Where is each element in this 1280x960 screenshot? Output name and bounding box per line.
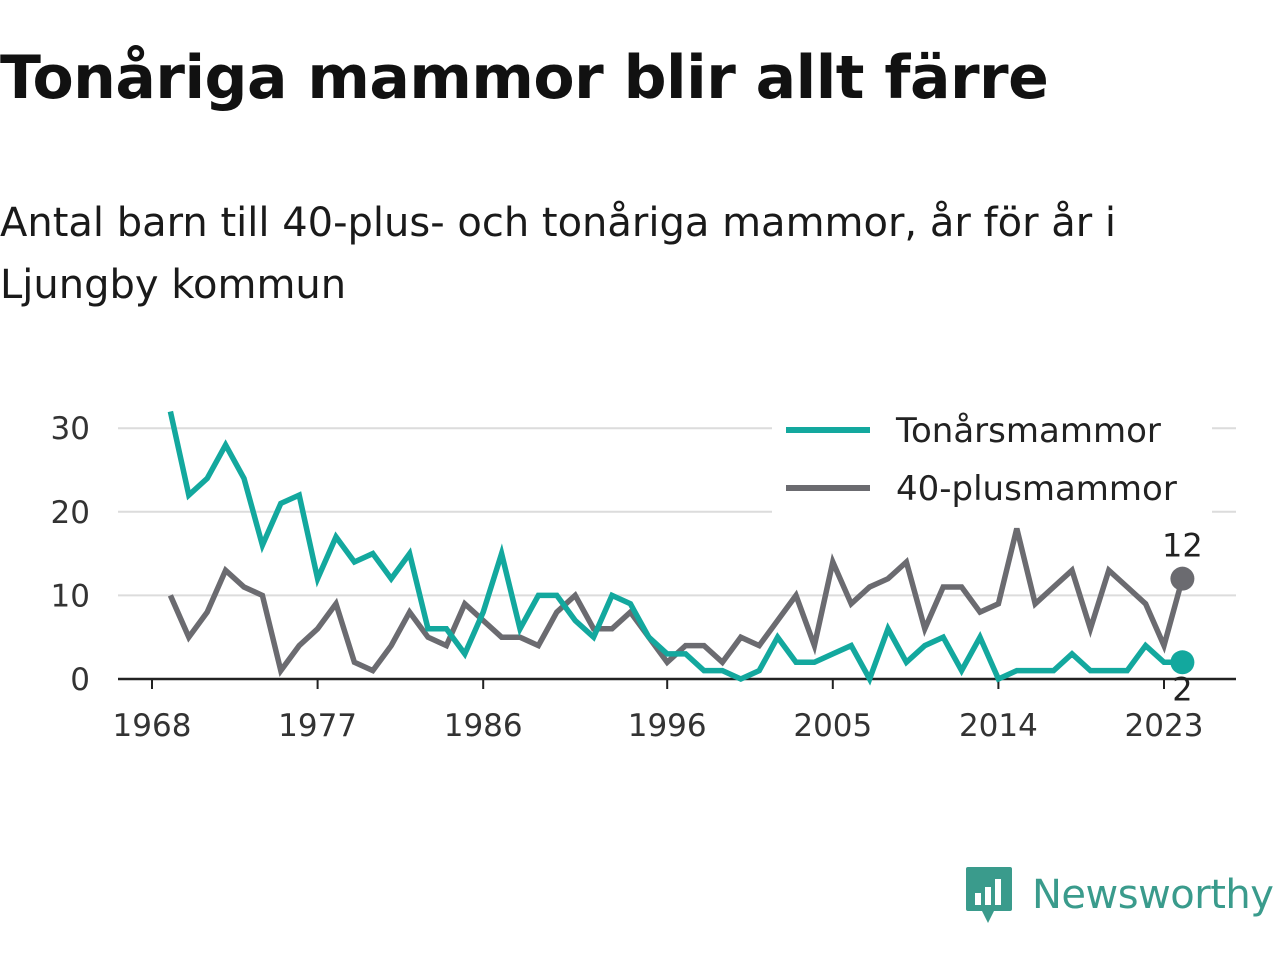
x-tick-label-1968: 1968 (113, 708, 192, 744)
series-line-tonarsmammor (167, 410, 1183, 686)
x-tick-label-2005: 2005 (793, 708, 872, 744)
y-axis-ticks: 0 10 20 30 (51, 411, 90, 698)
legend-label-tonarsmammor: Tonårsmammor (895, 411, 1161, 451)
legend: Tonårsmammor 40-plusmammor (772, 402, 1212, 514)
series-lines (167, 410, 1186, 686)
end-label-tonarsmammor: 2 (1172, 670, 1192, 708)
end-point-40-plusmammor (1170, 566, 1195, 591)
newsworthy-logo-icon (966, 867, 1012, 923)
x-axis: 1968 1977 1986 1996 2005 2014 2023 (113, 677, 1236, 744)
legend-label-40-plusmammor: 40-plusmammor (896, 469, 1177, 509)
x-tick-label-2023: 2023 (1125, 708, 1204, 744)
series-line-40-plusmammor (167, 527, 1186, 677)
x-tick-label-1977: 1977 (278, 708, 357, 744)
legend-background (772, 402, 1212, 514)
y-tick-label-20: 20 (51, 495, 90, 531)
x-tick-label-1996: 1996 (628, 708, 707, 744)
brand-name: Newsworthy (1032, 872, 1274, 918)
end-point-tonarsmammor (1170, 650, 1195, 675)
x-tick-label-1986: 1986 (444, 708, 523, 744)
x-tick-label-2014: 2014 (959, 708, 1038, 744)
line-chart: 0 10 20 30 1968 1977 1986 1996 2005 2014 2023 Ton… (50, 402, 1236, 744)
y-tick-label-10: 10 (51, 578, 90, 614)
end-labels: 2 12 (1162, 527, 1203, 709)
y-tick-label-30: 30 (51, 411, 90, 447)
y-tick-label-0: 0 (70, 662, 90, 698)
chart-subtitle: Antal barn till 40-plus- och tonåriga ma… (0, 200, 1117, 308)
end-label-40-plusmammor: 12 (1162, 527, 1203, 565)
newsworthy-logo: Newsworthy (964, 864, 1274, 926)
chart-title: Tonåriga mammor blir allt färre (0, 43, 1049, 113)
